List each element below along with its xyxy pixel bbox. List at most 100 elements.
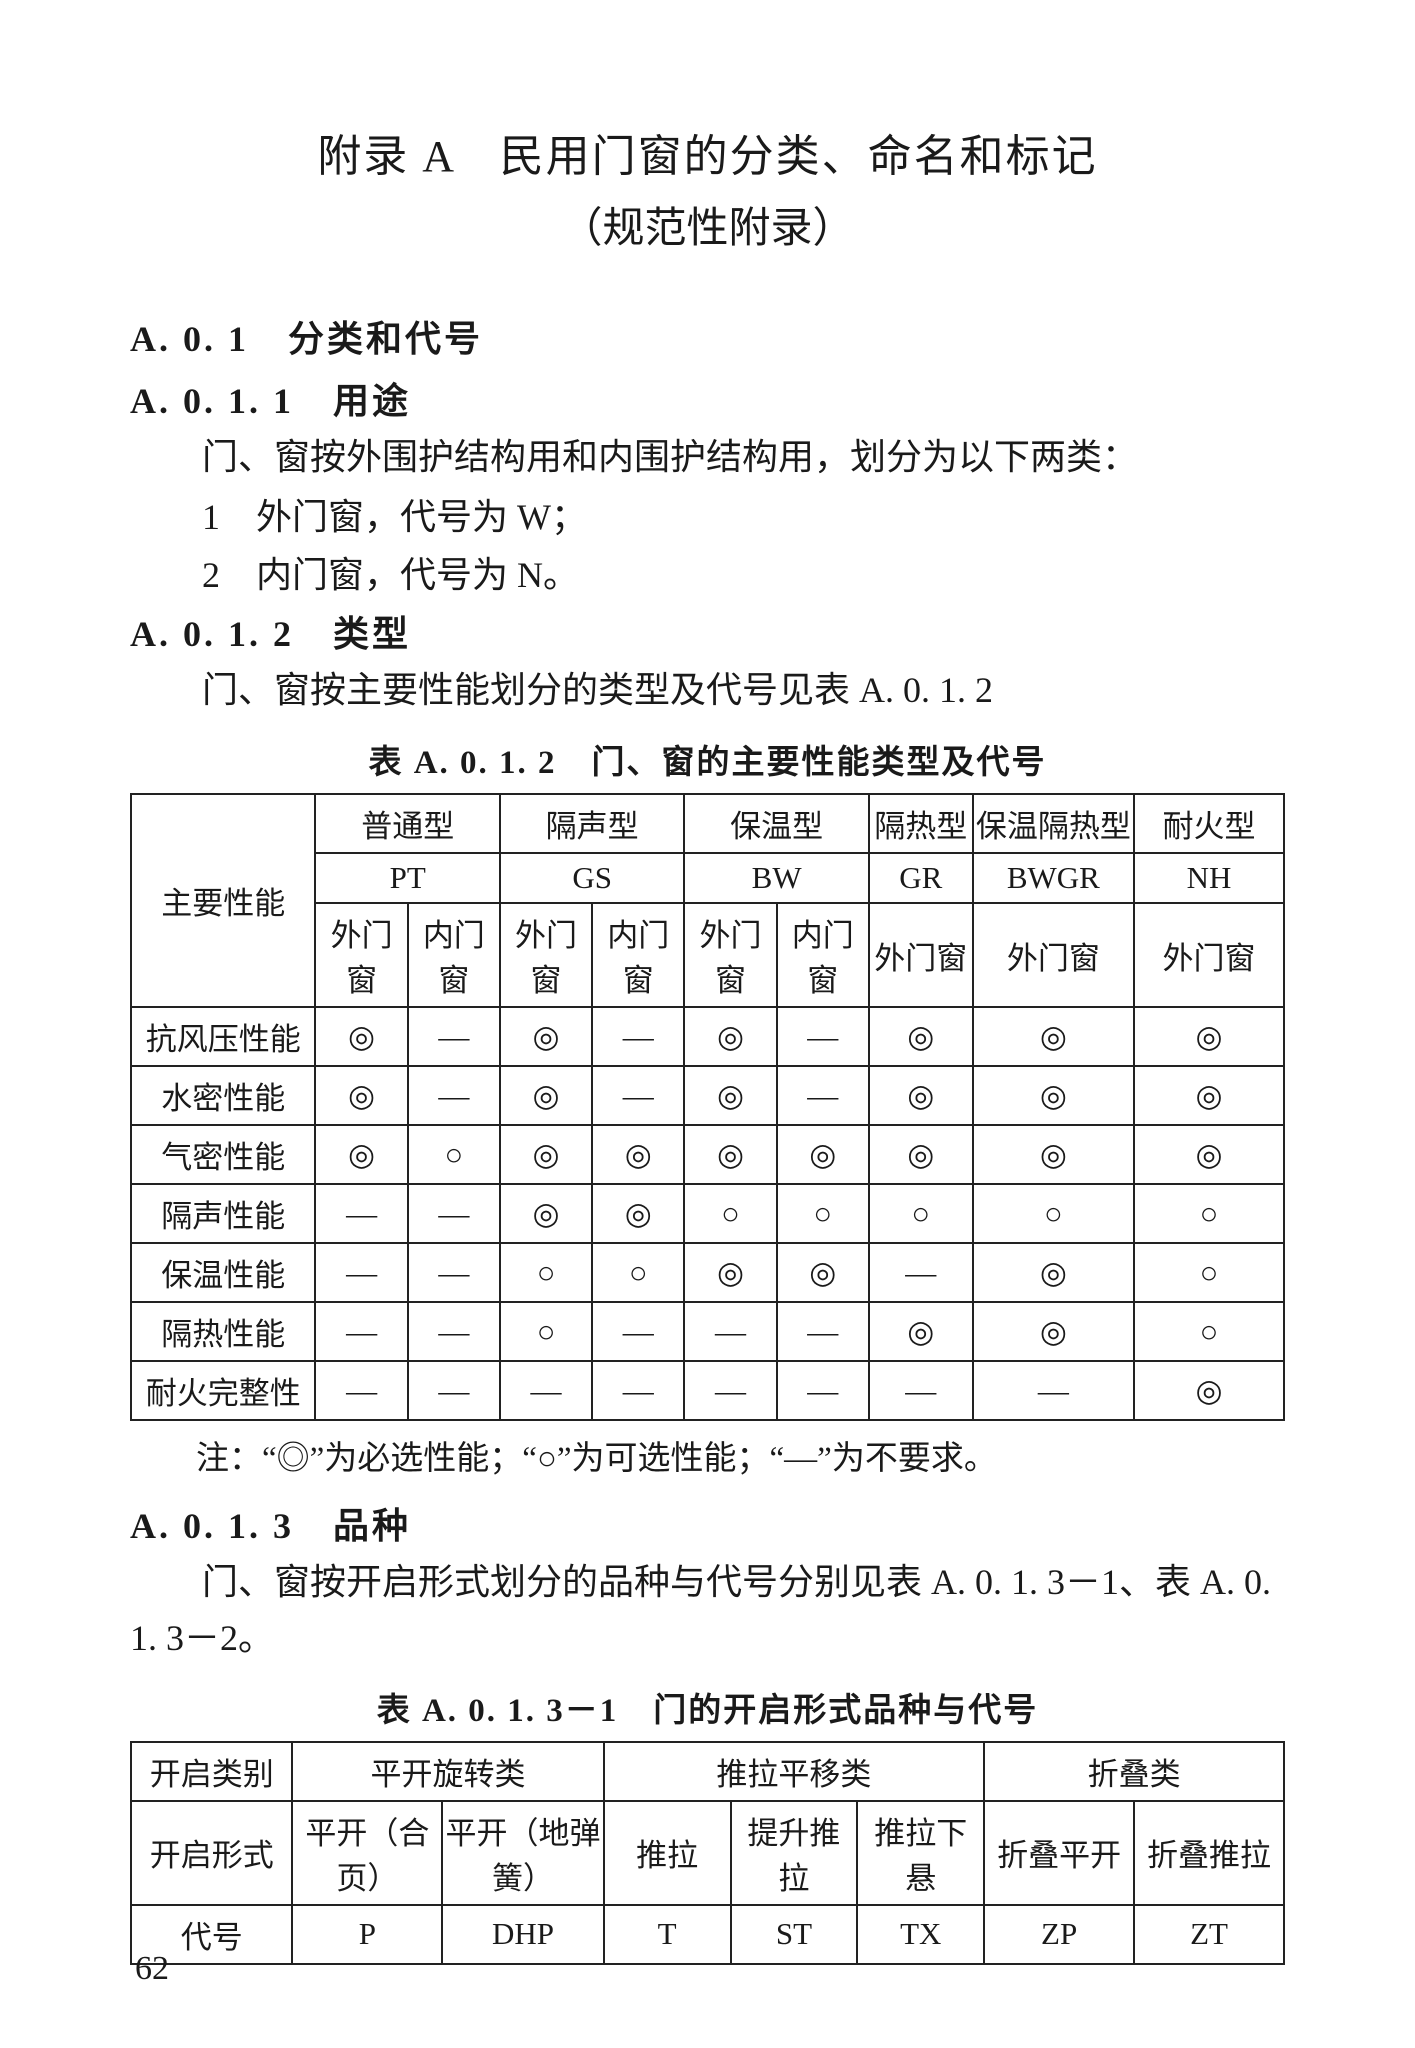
t1-type-3: 隔热型 (869, 794, 973, 853)
a011-item-2: 2 内门窗，代号为 N。 (130, 548, 1285, 604)
t1-cell: — (315, 1361, 407, 1420)
t1-code-4: BWGR (973, 853, 1134, 903)
table2-row2: 开启形式 平开（合页） 平开（地弹簧） 推拉 提升推拉 推拉下悬 折叠平开 折叠… (131, 1801, 1284, 1905)
a012-intro: 门、窗按主要性能划分的类型及代号见表 A. 0. 1. 2 (130, 663, 1285, 719)
t1-cell: ◎ (973, 1243, 1134, 1302)
t1-type-5: 耐火型 (1134, 794, 1284, 853)
t1-cell: ◎ (973, 1066, 1134, 1125)
t1-cell: ○ (592, 1243, 684, 1302)
page-number: 62 (135, 1950, 169, 1988)
table-opening: 开启类别 平开旋转类 推拉平移类 折叠类 开启形式 平开（合页） 平开（地弹簧）… (130, 1741, 1285, 1965)
t1-sub-8: 外门窗 (1134, 903, 1284, 1007)
heading-a01: A. 0. 1 分类和代号 (130, 310, 1285, 362)
t1-cell: — (315, 1184, 407, 1243)
t1-cell: ◎ (592, 1184, 684, 1243)
t1-cell: ◎ (777, 1125, 869, 1184)
t1-cell: — (408, 1066, 500, 1125)
t1-cell: ◎ (1134, 1007, 1284, 1066)
t1-cell: ◎ (684, 1066, 776, 1125)
t1-sub-7: 外门窗 (973, 903, 1134, 1007)
t2-code-5: ZP (984, 1905, 1134, 1964)
table-row: 气密性能◎○◎◎◎◎◎◎◎ (131, 1125, 1284, 1184)
t1-code-0: PT (315, 853, 499, 903)
table2-row1: 开启类别 平开旋转类 推拉平移类 折叠类 (131, 1742, 1284, 1801)
t1-sub-6: 外门窗 (869, 903, 973, 1007)
table-row: 水密性能◎—◎—◎—◎◎◎ (131, 1066, 1284, 1125)
t1-cell: ◎ (1134, 1361, 1284, 1420)
t1-sub-1: 内门窗 (408, 903, 500, 1007)
t1-row-label: 隔热性能 (131, 1302, 315, 1361)
t1-cell: — (777, 1007, 869, 1066)
t1-cell: — (973, 1361, 1134, 1420)
t1-cell: ○ (500, 1302, 592, 1361)
t1-cell: ○ (500, 1243, 592, 1302)
a013-intro: 门、窗按开启形式划分的品种与代号分别见表 A. 0. 1. 3－1、表 A. 0… (130, 1555, 1285, 1667)
t1-cell: ◎ (500, 1125, 592, 1184)
t1-cell: ○ (1134, 1243, 1284, 1302)
table1-note: 注：“◎”为必选性能；“○”为可选性能；“—”为不要求。 (130, 1431, 1285, 1479)
t2-form-2: 推拉 (604, 1801, 731, 1905)
t1-cell: — (315, 1302, 407, 1361)
table2-row3: 代号 P DHP T ST TX ZP ZT (131, 1905, 1284, 1964)
table-row: 隔热性能——○———◎◎○ (131, 1302, 1284, 1361)
t1-cell: ○ (1134, 1184, 1284, 1243)
t1-cell: ◎ (973, 1007, 1134, 1066)
t1-cell: ◎ (777, 1243, 869, 1302)
t2-r1-label: 开启类别 (131, 1742, 292, 1801)
t1-rowheader: 主要性能 (131, 794, 315, 1007)
t1-cell: ○ (777, 1184, 869, 1243)
a011-intro: 门、窗按外围护结构用和内围护结构用，划分为以下两类： (130, 430, 1285, 486)
t1-row-label: 气密性能 (131, 1125, 315, 1184)
t1-cell: — (592, 1302, 684, 1361)
t1-cell: ◎ (1134, 1066, 1284, 1125)
a011-item-1: 1 外门窗，代号为 W； (130, 490, 1285, 546)
t1-cell: ◎ (500, 1007, 592, 1066)
t1-cell: ○ (684, 1184, 776, 1243)
title-sub: （规范性附录） (130, 194, 1285, 255)
t1-cell: ○ (869, 1184, 973, 1243)
t1-cell: ◎ (684, 1125, 776, 1184)
t1-cell: — (408, 1243, 500, 1302)
t1-cell: ◎ (500, 1184, 592, 1243)
t1-cell: — (408, 1184, 500, 1243)
t2-form-3: 提升推拉 (731, 1801, 858, 1905)
table-row: 抗风压性能◎—◎—◎—◎◎◎ (131, 1007, 1284, 1066)
t1-cell: ◎ (1134, 1125, 1284, 1184)
t1-row-label: 保温性能 (131, 1243, 315, 1302)
t1-code-1: GS (500, 853, 684, 903)
t1-cell: — (592, 1007, 684, 1066)
t1-code-5: NH (1134, 853, 1284, 903)
table1-caption: 表 A. 0. 1. 2 门、窗的主要性能类型及代号 (130, 735, 1285, 783)
t1-code-3: GR (869, 853, 973, 903)
t2-cat-0: 平开旋转类 (292, 1742, 603, 1801)
t2-form-5: 折叠平开 (984, 1801, 1134, 1905)
t2-code-3: ST (731, 1905, 858, 1964)
t1-cell: ◎ (973, 1302, 1134, 1361)
t1-row-label: 水密性能 (131, 1066, 315, 1125)
table1-head-row1: 主要性能 普通型 隔声型 保温型 隔热型 保温隔热型 耐火型 (131, 794, 1284, 853)
t1-row-label: 隔声性能 (131, 1184, 315, 1243)
table-performance: 主要性能 普通型 隔声型 保温型 隔热型 保温隔热型 耐火型 PT GS BW … (130, 793, 1285, 1421)
table-row: 保温性能——○○◎◎—◎○ (131, 1243, 1284, 1302)
t1-type-4: 保温隔热型 (973, 794, 1134, 853)
t1-cell: — (869, 1243, 973, 1302)
t1-cell: ◎ (315, 1125, 407, 1184)
t2-r2-label: 开启形式 (131, 1801, 292, 1905)
table-row: 隔声性能——◎◎○○○○○ (131, 1184, 1284, 1243)
t1-type-2: 保温型 (684, 794, 868, 853)
table-row: 耐火完整性————————◎ (131, 1361, 1284, 1420)
t1-cell: ◎ (684, 1243, 776, 1302)
t1-cell: ○ (973, 1184, 1134, 1243)
heading-a012: A. 0. 1. 2 类型 (130, 605, 1285, 657)
t1-cell: — (408, 1361, 500, 1420)
t2-form-0: 平开（合页） (292, 1801, 442, 1905)
t1-cell: — (408, 1302, 500, 1361)
t1-cell: ◎ (592, 1125, 684, 1184)
t1-cell: ◎ (869, 1302, 973, 1361)
t1-cell: ○ (1134, 1302, 1284, 1361)
t2-code-6: ZT (1134, 1905, 1284, 1964)
t1-cell: ◎ (973, 1125, 1134, 1184)
table2-caption: 表 A. 0. 1. 3－1 门的开启形式品种与代号 (130, 1683, 1285, 1731)
t2-code-0: P (292, 1905, 442, 1964)
t1-type-0: 普通型 (315, 794, 499, 853)
